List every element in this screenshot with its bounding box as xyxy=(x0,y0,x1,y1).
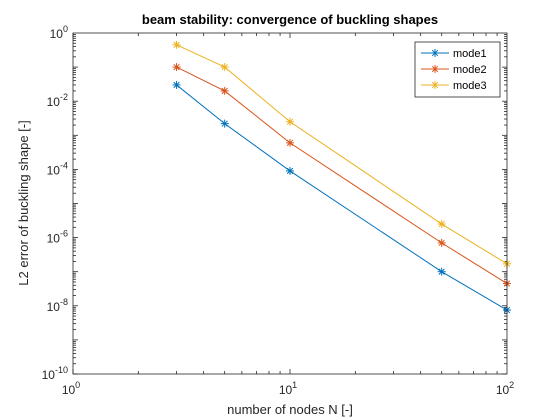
y-tick-label: 10-8 xyxy=(47,297,68,314)
legend: mode1 mode2 mode3 xyxy=(414,41,501,98)
y-axis-label: L2 error of buckling shape [-] xyxy=(16,120,31,285)
y-tick-label: 10-4 xyxy=(47,160,68,177)
legend-label: mode2 xyxy=(453,64,487,76)
y-tick-label: 10-6 xyxy=(47,229,68,246)
data-point-mode2 xyxy=(437,238,446,247)
x-tick-label: 102 xyxy=(496,380,514,397)
y-tick-label: 100 xyxy=(50,24,68,41)
data-point-mode1 xyxy=(220,119,229,128)
legend-marker xyxy=(431,65,439,73)
y-tick-label: 10-10 xyxy=(42,365,68,382)
legend-marker xyxy=(431,81,439,89)
legend-label: mode1 xyxy=(453,48,487,60)
legend-item-mode3: mode3 xyxy=(421,80,487,92)
data-point-mode3 xyxy=(437,220,446,229)
data-point-mode3 xyxy=(172,40,181,49)
legend-label: mode3 xyxy=(453,80,487,92)
axis-ticks xyxy=(72,33,507,375)
legend-item-mode2: mode2 xyxy=(421,64,487,76)
data-point-mode2 xyxy=(220,86,229,95)
series-mode2 xyxy=(172,63,511,288)
legend-item-mode1: mode1 xyxy=(421,48,487,60)
plot-frame xyxy=(72,32,508,375)
data-point-mode3 xyxy=(220,63,229,72)
x-tick-label: 100 xyxy=(62,380,80,397)
tick-labels: 100 101 102 10-10 10-8 10-6 10-4 10-2 100 xyxy=(42,24,515,397)
data-point-mode1 xyxy=(437,267,446,276)
data-point-mode3 xyxy=(286,117,294,126)
series-mode1 xyxy=(172,80,511,315)
x-tick-label: 101 xyxy=(279,380,297,397)
legend-marker xyxy=(431,49,439,57)
data-point-mode2 xyxy=(286,138,294,147)
x-axis-label: number of nodes N [-] xyxy=(227,402,353,417)
y-tick-label: 10-2 xyxy=(47,92,68,109)
data-point-mode2 xyxy=(172,63,181,72)
data-point-mode1 xyxy=(172,80,181,89)
data-point-mode1 xyxy=(286,166,294,175)
chart-title: beam stability: convergence of buckling … xyxy=(142,12,438,27)
